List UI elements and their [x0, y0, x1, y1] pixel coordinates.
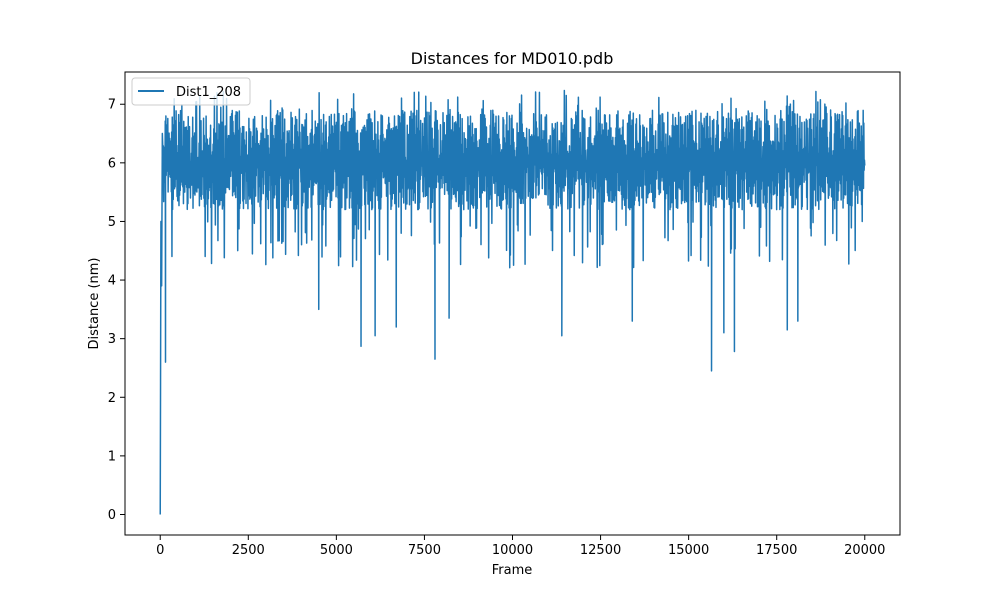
chart-title: Distances for MD010.pdb	[411, 49, 614, 68]
y-tick-label: 6	[108, 156, 116, 171]
plot-area	[124, 71, 901, 536]
legend-box	[131, 77, 251, 106]
y-tick-label: 5	[108, 215, 116, 230]
x-tick-label: 10000	[492, 543, 533, 558]
x-tick-label: 0	[156, 543, 164, 558]
y-tick-label: 7	[108, 98, 116, 113]
x-tick-label: 12500	[580, 543, 621, 558]
y-axis: 0 1 2 3 4 5 6 7	[108, 98, 125, 523]
y-tick-label: 1	[108, 449, 116, 464]
y-tick-label: 0	[108, 508, 116, 523]
legend: Dist1_208	[131, 77, 251, 106]
y-axis-label: Distance (nm)	[87, 257, 102, 349]
legend-label-dist1-208: Dist1_208	[176, 85, 241, 100]
x-tick-label: 2500	[232, 543, 265, 558]
x-axis-label: Frame	[492, 563, 533, 578]
x-tick-label: 15000	[668, 543, 709, 558]
y-tick-label: 4	[108, 274, 116, 289]
x-tick-label: 17500	[756, 543, 797, 558]
series-group	[159, 89, 866, 515]
y-tick-label: 3	[108, 332, 116, 347]
x-tick-label: 7500	[408, 543, 441, 558]
y-tick-label: 2	[108, 391, 116, 406]
x-axis: 0 2500 5000 7500 10000 12500 15000 17500 20000	[156, 535, 885, 558]
x-tick-label: 20000	[844, 543, 885, 558]
x-tick-label: 5000	[320, 543, 353, 558]
series-line-dist1-208	[159, 89, 866, 515]
